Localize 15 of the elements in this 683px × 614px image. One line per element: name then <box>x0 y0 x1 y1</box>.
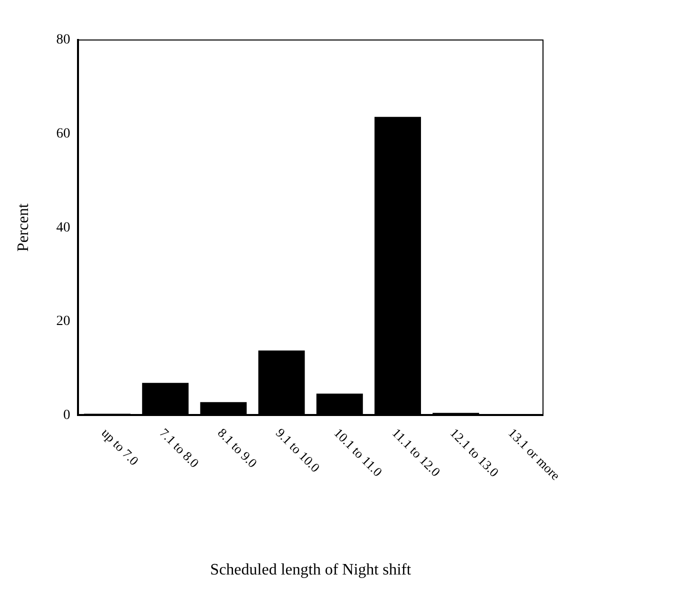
y-axis-title: Percent <box>14 203 32 252</box>
x-tick-label: 7.1 to 8.0 <box>156 425 202 470</box>
y-tick-label: 60 <box>56 126 70 142</box>
y-tick-label: 20 <box>56 314 70 330</box>
y-tick-label: 40 <box>56 220 70 236</box>
y-tick-label: 0 <box>63 408 70 423</box>
x-tick-label: 8.1 to 9.0 <box>214 425 260 470</box>
x-tick-label: 11.1 to 12.0 <box>389 425 444 480</box>
x-tick-label: 12.1 to 13.0 <box>447 425 502 480</box>
x-axis-title: Scheduled length of Night shift <box>210 562 412 579</box>
x-tick-label: 13.1 or more <box>505 425 564 484</box>
x-tick-label: 10.1 to 11.0 <box>331 425 386 480</box>
x-tick-label: 9.1 to 10.0 <box>273 425 323 476</box>
y-tick-label: 80 <box>56 32 70 48</box>
x-tick-label: up to 7.0 <box>98 425 142 468</box>
